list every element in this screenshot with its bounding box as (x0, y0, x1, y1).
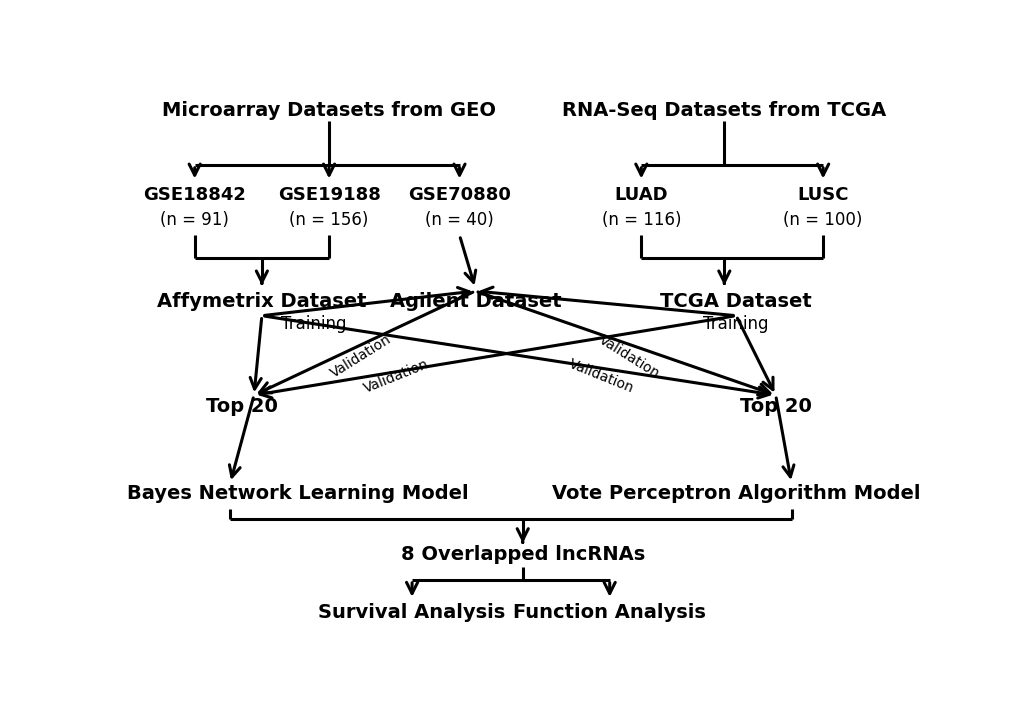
Text: Validation: Validation (362, 357, 430, 395)
Text: Validation: Validation (596, 333, 661, 381)
Text: (n = 116): (n = 116) (601, 211, 681, 229)
Text: Survival Analysis: Survival Analysis (318, 603, 505, 622)
Text: 8 Overlapped lncRNAs: 8 Overlapped lncRNAs (400, 545, 644, 564)
Text: Function Analysis: Function Analysis (513, 603, 705, 622)
Text: GSE19188: GSE19188 (277, 186, 380, 204)
Text: (n = 40): (n = 40) (425, 211, 493, 229)
Text: Validation: Validation (327, 333, 393, 381)
Text: Microarray Datasets from GEO: Microarray Datasets from GEO (162, 100, 495, 120)
Text: (n = 156): (n = 156) (289, 211, 369, 229)
Text: LUSC: LUSC (797, 186, 848, 204)
Text: GSE18842: GSE18842 (143, 186, 246, 204)
Text: Bayes Network Learning Model: Bayes Network Learning Model (126, 484, 468, 503)
Text: RNA-Seq Datasets from TCGA: RNA-Seq Datasets from TCGA (561, 100, 886, 120)
Text: LUAD: LUAD (613, 186, 667, 204)
Text: GSE70880: GSE70880 (408, 186, 511, 204)
Text: Top 20: Top 20 (206, 397, 278, 416)
Text: Vote Perceptron Algorithm Model: Vote Perceptron Algorithm Model (551, 484, 919, 503)
Text: Validation: Validation (567, 357, 636, 395)
Text: Agilent Dataset: Agilent Dataset (389, 293, 560, 311)
Text: Top 20: Top 20 (739, 397, 811, 416)
Text: (n = 91): (n = 91) (160, 211, 229, 229)
Text: Affymetrix Dataset: Affymetrix Dataset (157, 293, 366, 311)
Text: (n = 100): (n = 100) (783, 211, 862, 229)
Text: Training: Training (280, 315, 345, 333)
Text: TCGA Dataset: TCGA Dataset (659, 293, 811, 311)
Text: Training: Training (703, 315, 768, 333)
